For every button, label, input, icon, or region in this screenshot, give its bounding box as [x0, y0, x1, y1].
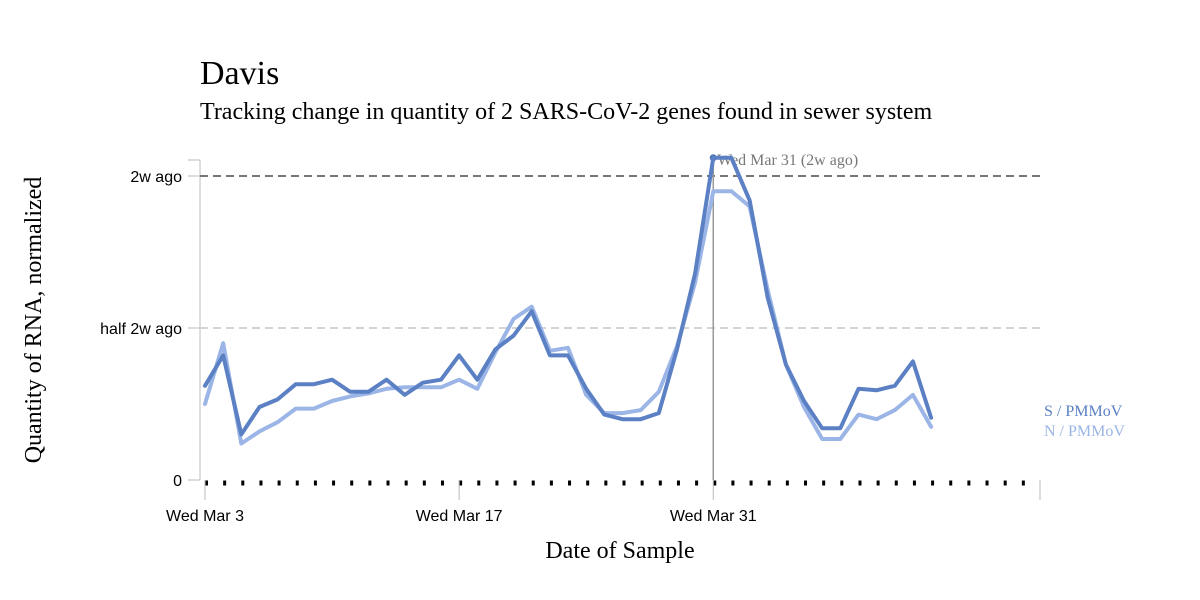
series-labels: N / PMMoV S / PMMoV: [1044, 403, 1125, 440]
x-tick-label: Wed Mar 31: [670, 508, 757, 525]
x-axis-title: Date of Sample: [545, 538, 694, 564]
x-tick-label: Wed Mar 17: [416, 508, 503, 525]
y-tick-label: 2w ago: [130, 169, 182, 186]
series-lines: [203, 155, 934, 446]
chart-title: Davis: [200, 55, 279, 92]
chart-subtitle: Tracking change in quantity of 2 SARS-Co…: [200, 99, 932, 125]
annotation: Wed Mar 31 (2w ago): [709, 152, 858, 480]
x-axis: Wed Mar 3 Wed Mar 17 Wed Mar 31: [166, 480, 1041, 525]
annotation-label: Wed Mar 31 (2w ago): [717, 152, 858, 169]
series-label: S / PMMoV: [1044, 403, 1123, 420]
y-tick-label: 0: [173, 473, 182, 490]
x-tick-label: Wed Mar 3: [166, 508, 244, 525]
series-label: N / PMMoV: [1044, 423, 1125, 440]
reference-lines: [200, 175, 1040, 329]
y-axis-title: Quantity of RNA, normalized: [21, 177, 47, 464]
series-line-0: [203, 189, 934, 446]
y-ticks: 0 half 2w ago 2w ago: [100, 169, 200, 490]
series-line-1: [203, 155, 934, 437]
y-tick-label: half 2w ago: [100, 321, 182, 338]
